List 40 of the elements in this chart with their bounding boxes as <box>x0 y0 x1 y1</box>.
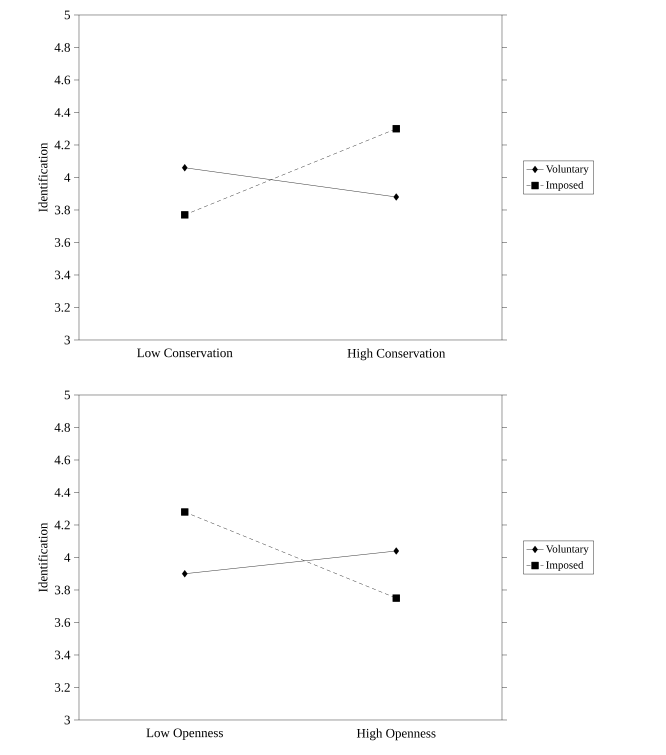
y-tick-label: 4.2 <box>54 140 70 150</box>
legend-label: Voluntary <box>546 544 589 555</box>
y-tick-label: 4 <box>64 553 70 562</box>
point <box>182 570 188 578</box>
y-tick-label: 3.8 <box>54 586 70 594</box>
x-tick-label: High Openness <box>356 728 436 740</box>
point <box>182 164 188 172</box>
y-axis-title: Identification <box>38 522 48 592</box>
y-tick-label: 5 <box>64 10 70 20</box>
y-tick-label: 3.2 <box>54 303 70 312</box>
y-tick-label: 4.6 <box>54 76 70 84</box>
y-tick-label: 4.8 <box>54 43 70 52</box>
legend-label: Imposed <box>546 180 584 191</box>
y-tick-label: 4.8 <box>54 423 70 432</box>
y-axis-title: Identification <box>38 142 48 212</box>
y-tick-label: 3.2 <box>54 683 70 692</box>
point <box>181 211 188 219</box>
y-tick-label: 3.8 <box>54 206 70 214</box>
y-tick-label: 4.6 <box>54 456 70 464</box>
legend-label: Imposed <box>546 560 584 571</box>
legend-label: Voluntary <box>546 164 589 175</box>
x-tick-label: Low Conservation <box>137 348 233 358</box>
y-tick-label: 3 <box>64 336 70 344</box>
y-tick-label: 4.4 <box>54 488 70 497</box>
y-tick-label: 4 <box>64 173 70 182</box>
x-tick-label: High Conservation <box>348 348 446 360</box>
point <box>392 125 400 132</box>
y-tick-label: 3.4 <box>54 650 70 660</box>
y-tick-label: 4.4 <box>54 108 70 117</box>
y-tick-label: 3.6 <box>54 618 70 627</box>
y-tick-label: 3.6 <box>54 238 70 247</box>
point <box>392 594 400 602</box>
x-tick-label: Low Openness <box>146 728 223 740</box>
y-tick-label: 3.4 <box>54 270 70 280</box>
point <box>393 547 400 555</box>
y-tick-label: 4.2 <box>54 520 70 530</box>
point <box>181 508 188 516</box>
y-tick-label: 5 <box>64 390 70 400</box>
y-tick-label: 3 <box>64 716 70 724</box>
point <box>393 193 400 201</box>
